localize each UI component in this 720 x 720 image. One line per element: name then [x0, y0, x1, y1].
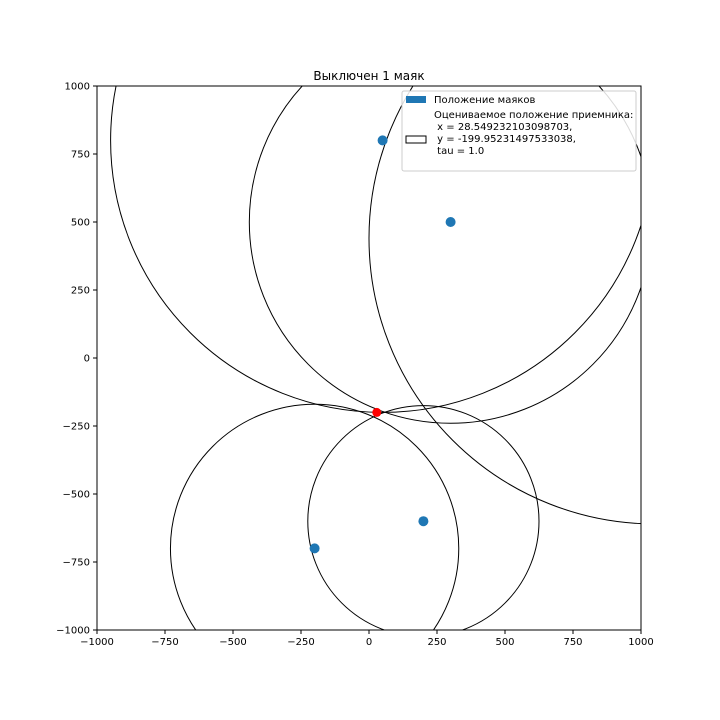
x-axis: −1000 −750 −500 −250 0 250 500 750 1000: [80, 630, 654, 648]
x-tick-label: 250: [427, 637, 446, 648]
legend-label-beacons: Положение маяков: [434, 95, 536, 106]
range-circle-4: [169, 403, 460, 630]
legend-receiver-line-1: Оцениваемое положение приемника:: [434, 110, 633, 121]
points-layer: [309, 135, 456, 554]
legend-frame: [401, 90, 637, 172]
range-circle-1: [110, 86, 641, 413]
x-tick-label: 1000: [628, 637, 653, 648]
x-tick-label: −500: [219, 637, 246, 648]
beacon-point-2: [445, 217, 456, 227]
beacon-point-4: [309, 543, 320, 554]
legend-patch-beacons: [406, 96, 426, 103]
y-tick-label: 250: [71, 286, 90, 297]
y-tick-label: −500: [63, 490, 90, 501]
circles-layer: [110, 86, 641, 630]
legend-receiver-line-2: x = 28.549232103098703,: [434, 122, 572, 133]
y-tick-label: −750: [63, 558, 90, 569]
x-tick-label: −250: [287, 637, 314, 648]
y-tick-label: −1000: [56, 626, 90, 637]
legend-receiver-line-3: y = -199.95231497533038,: [434, 134, 576, 145]
legend-receiver-line-4: tau = 1.0: [434, 146, 484, 157]
y-tick-label: −250: [63, 422, 90, 433]
x-tick-label: −750: [151, 637, 178, 648]
x-tick-label: 750: [563, 637, 582, 648]
y-tick-label: 500: [71, 218, 90, 229]
range-circle-2: [248, 86, 641, 424]
legend: Положение маяков Оцениваемое положение п…: [401, 90, 637, 172]
beacon-point-1: [377, 135, 388, 146]
range-circle-5: [368, 86, 641, 525]
beacon-point-3: [418, 516, 429, 527]
y-tick-label: 0: [84, 354, 90, 365]
y-axis: −1000 −750 −500 −250 0 250 500 750 1000: [56, 82, 97, 637]
legend-patch-receiver: [405, 135, 427, 144]
x-tick-label: 0: [366, 637, 372, 648]
y-tick-label: 1000: [65, 82, 90, 93]
x-tick-label: 500: [495, 637, 514, 648]
x-tick-label: −1000: [80, 637, 114, 648]
chart-title: Выключен 1 маяк: [313, 69, 424, 83]
receiver-point: [372, 407, 382, 417]
y-tick-label: 750: [71, 150, 90, 161]
